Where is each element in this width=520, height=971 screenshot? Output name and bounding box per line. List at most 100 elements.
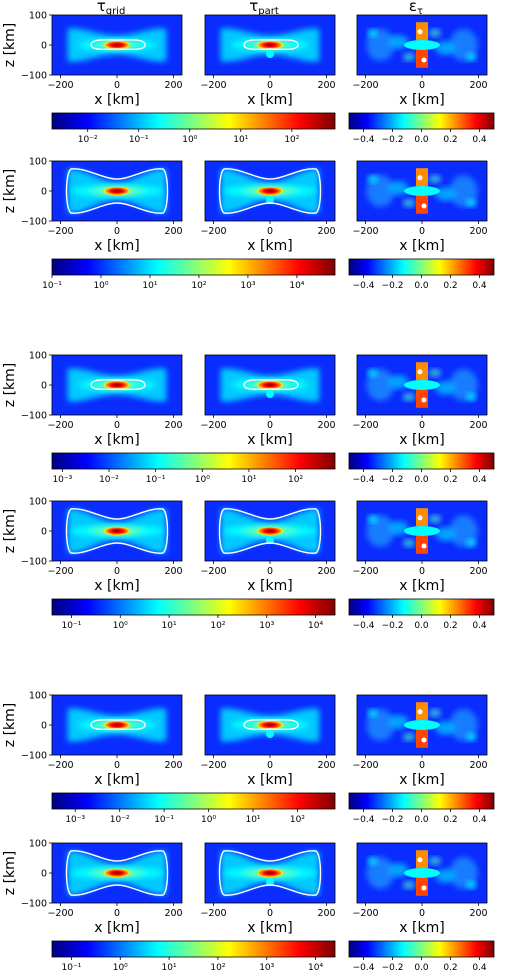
- colorbar-tick-label: −0.2: [382, 281, 404, 291]
- disk-core: [104, 720, 130, 730]
- y-tick-label: −100: [21, 751, 47, 762]
- colorbar-tick-label: 10⁻¹: [62, 621, 82, 631]
- tau-contour: [90, 379, 146, 391]
- x-tick-label: 0: [419, 226, 425, 237]
- heatmap-panel: −200 0 200 x [km]: [200, 160, 336, 254]
- eps-blob: [466, 53, 477, 61]
- colorbar-tick-label: −0.4: [353, 963, 375, 971]
- colorbar-tick-label: 0.4: [472, 475, 487, 485]
- column-titles: τgrid τpart ετ: [97, 0, 423, 17]
- colorbar-tick-label: 10⁰: [113, 963, 128, 971]
- x-tick-label: 0: [267, 908, 273, 919]
- y-axis-label: z [km]: [2, 363, 18, 407]
- y-tick-label: 0: [41, 527, 47, 538]
- heatmap-panel: −200 0 200 x [km]: [200, 14, 336, 108]
- eps-blob: [466, 881, 477, 889]
- x-tick-label: 200: [164, 420, 182, 431]
- eps-blob: [435, 381, 456, 395]
- eps-blob: [367, 857, 378, 865]
- tau-polar-blob: [266, 730, 274, 738]
- eps-blob: [366, 369, 395, 401]
- y-tick-label: 0: [41, 41, 47, 52]
- x-tick-label: 200: [317, 80, 335, 91]
- y-tick-label: −100: [21, 411, 47, 422]
- colorbar-tick-label: 10³: [240, 281, 255, 291]
- heatmap-panel: −200 0 200 x [km]: [352, 842, 488, 936]
- colorbar-tick-label: 10⁴: [308, 621, 323, 631]
- disk-core: [104, 380, 130, 390]
- eps-blob: [403, 53, 415, 61]
- y-axis-label: z [km]: [2, 23, 18, 67]
- colorbar-gradient: [51, 940, 336, 958]
- y-tick-label: 100: [29, 11, 47, 22]
- colorbar-tick-label: 0.4: [472, 815, 487, 825]
- eps-blob: [403, 881, 415, 889]
- eps-blob: [429, 369, 441, 377]
- disk-core: [257, 720, 283, 730]
- x-axis-label: x [km]: [247, 578, 292, 594]
- x-axis-label: x [km]: [247, 238, 292, 254]
- eps-blob: [366, 709, 395, 741]
- tau-colorbar: 10⁻³ 10⁻² 10⁻¹ 10⁰ 10¹ 10²: [51, 452, 336, 485]
- x-tick-label: 0: [419, 566, 425, 577]
- x-tick-label: 0: [267, 566, 273, 577]
- eps-colorbar: −0.4 −0.2 0.0 0.2 0.4: [348, 452, 495, 485]
- colorbar-tick-label: 10⁻²: [78, 135, 98, 145]
- eps-midplane: [404, 868, 440, 878]
- x-tick-label: 200: [164, 80, 182, 91]
- colorbar-tick-label: 10⁴: [289, 281, 304, 291]
- eps-colorbar: −0.4 −0.2 0.0 0.2 0.4: [348, 792, 495, 825]
- y-tick-label: −100: [21, 217, 47, 228]
- x-tick-label: −200: [352, 566, 378, 577]
- x-axis-label: x [km]: [247, 920, 292, 936]
- x-axis-label: x [km]: [94, 920, 139, 936]
- eps-colorbar: −0.4 −0.2 0.0 0.2 0.4: [348, 940, 495, 971]
- eps-blob: [466, 539, 477, 547]
- x-tick-label: 0: [419, 908, 425, 919]
- eps-blob: [367, 29, 378, 37]
- tau-polar-blob: [266, 390, 274, 398]
- y-axis-label: z [km]: [2, 169, 18, 213]
- eps-hotspot: [421, 397, 427, 403]
- eps-blob: [388, 375, 409, 389]
- x-axis-label: x [km]: [399, 92, 444, 108]
- eps-midplane: [404, 720, 440, 730]
- x-tick-label: −200: [352, 226, 378, 237]
- colorbar-tick-label: −0.4: [353, 135, 375, 145]
- x-tick-label: 200: [164, 908, 182, 919]
- heatmap-panel: −200 0 200 x [km]: [200, 354, 336, 448]
- x-axis-label: x [km]: [94, 772, 139, 788]
- x-tick-label: 200: [469, 226, 487, 237]
- eps-blob: [388, 863, 409, 877]
- eps-blob: [449, 709, 478, 741]
- colorbar-tick-label: 0.0: [414, 475, 429, 485]
- x-axis-label: x [km]: [247, 432, 292, 448]
- x-tick-label: 200: [164, 566, 182, 577]
- eps-hotspot: [417, 369, 423, 375]
- x-tick-label: 200: [469, 80, 487, 91]
- x-tick-label: 0: [419, 80, 425, 91]
- colorbar-tick-label: 0.0: [414, 281, 429, 291]
- colorbar-tick-label: 0.4: [472, 281, 487, 291]
- disk-core: [257, 380, 283, 390]
- colorbar-tick-label: −0.2: [382, 815, 404, 825]
- heatmap-panel: −200 0 200 x [km]: [200, 694, 336, 788]
- tau-polar-blob: [266, 50, 274, 58]
- x-axis-label: x [km]: [94, 432, 139, 448]
- x-tick-label: 0: [267, 420, 273, 431]
- colorbar-tick-label: 10⁻¹: [154, 815, 174, 825]
- x-axis-label: x [km]: [247, 772, 292, 788]
- colorbar-tick-label: 0.4: [472, 963, 487, 971]
- tau-colorbar: 10⁻¹ 10⁰ 10¹ 10² 10³ 10⁴: [51, 940, 336, 971]
- eps-hotspot: [421, 203, 427, 209]
- colorbar-gradient: [51, 258, 336, 276]
- colorbar-gradient: [348, 792, 495, 810]
- colorbar-gradient: [348, 112, 495, 130]
- colorbar-gradient: [51, 598, 336, 616]
- colorbar-gradient: [348, 598, 495, 616]
